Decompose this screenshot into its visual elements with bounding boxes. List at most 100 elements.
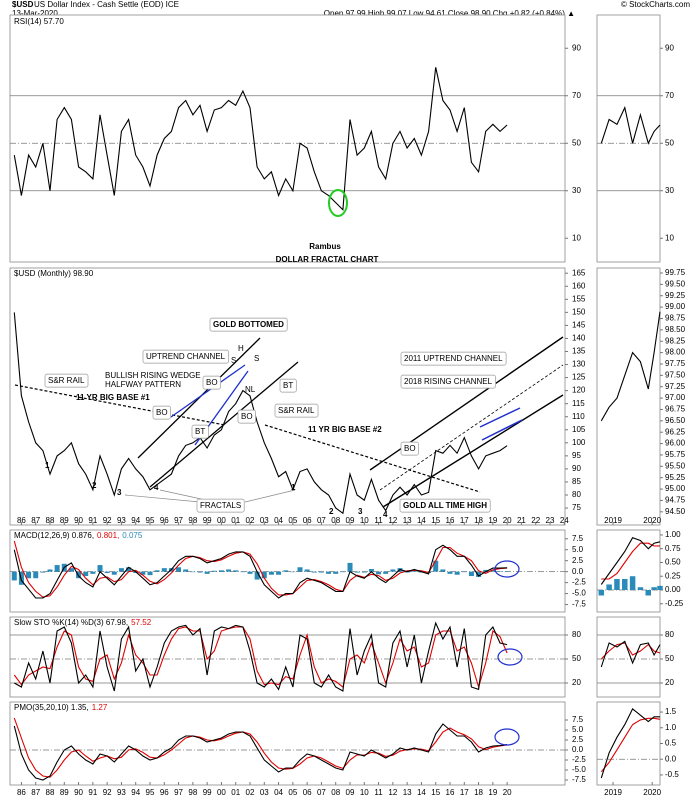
series-line <box>600 640 661 668</box>
x-tick-label: 92 <box>103 516 112 525</box>
histogram-bar <box>183 569 189 572</box>
panel-frame <box>9 701 566 786</box>
x-tick-label: 96 <box>160 788 169 797</box>
trend-line <box>170 364 246 418</box>
y-tick-label: 0.0 <box>572 745 584 754</box>
y-tick-label: 0.0 <box>665 754 677 763</box>
x-tick-label: 90 <box>74 788 83 797</box>
y-tick-label: 140 <box>572 334 586 343</box>
histogram-bar <box>126 567 132 572</box>
histogram-bar <box>54 565 60 572</box>
legend-entry: 1.27 <box>92 703 108 712</box>
histogram-bar <box>354 571 360 573</box>
histogram-bar <box>268 571 274 575</box>
histogram-bar <box>433 560 439 572</box>
legend-entry: 0.801, <box>97 531 119 540</box>
x-tick-label: 04 <box>274 516 283 525</box>
annotation-box <box>399 498 491 513</box>
x-tick-label: 04 <box>274 788 283 797</box>
panel-frame <box>596 701 661 786</box>
histogram-bar <box>490 569 496 572</box>
annotation-box <box>196 498 245 513</box>
x-tick-label: 97 <box>174 788 183 797</box>
annotation: S <box>254 354 259 363</box>
trend-line <box>14 384 226 426</box>
y-tick-label: 130 <box>572 360 586 369</box>
x-tick-label: 07 <box>317 788 326 797</box>
x-tick-label: 88 <box>46 516 55 525</box>
histogram-bar <box>140 571 146 575</box>
annotation: 1 <box>45 461 50 470</box>
y-tick-label: 97.00 <box>665 393 686 402</box>
panel-frame <box>596 14 661 263</box>
x-tick-label: 89 <box>60 788 69 797</box>
y-tick-label: -2.5 <box>572 578 586 587</box>
series-line <box>13 312 508 515</box>
panel-frame <box>596 267 661 526</box>
y-tick-label: 135 <box>572 347 586 356</box>
annotation: 3 <box>358 507 363 516</box>
histogram-bar <box>383 571 389 574</box>
x-tick-label: 13 <box>403 788 412 797</box>
histogram-bar <box>311 571 317 573</box>
y-tick-label: 150 <box>572 307 586 316</box>
y-tick-label: 30 <box>665 186 674 195</box>
histogram-bar <box>197 571 203 573</box>
quote: Open 97.99 High 99.07 Low 94.61 Close 98… <box>324 9 575 18</box>
annotation: BULLISH RISING WEDGE <box>105 371 201 380</box>
histogram-bar <box>598 589 605 596</box>
histogram-bar <box>47 569 53 572</box>
x-tick-label: 00 <box>217 788 226 797</box>
x-tick-label: 93 <box>117 516 126 525</box>
x-tick-label: 87 <box>31 788 40 797</box>
x-tick-label: 96 <box>160 516 169 525</box>
symbol: $USD <box>12 0 34 9</box>
histogram-bar <box>90 571 96 574</box>
y-tick-label: 50 <box>572 654 581 663</box>
x-tick-label: 13 <box>403 516 412 525</box>
histogram-bar <box>240 571 246 573</box>
y-tick-label: -0.25 <box>665 599 684 608</box>
histogram-bar <box>33 571 39 579</box>
x-tick-label: 05 <box>288 516 297 525</box>
series-line <box>600 311 661 422</box>
y-tick-label: 96.50 <box>665 416 686 425</box>
x-tick-label: 86 <box>17 516 26 525</box>
panel-frame <box>9 14 566 263</box>
x-tick-label: 18 <box>474 788 483 797</box>
histogram-bar <box>190 571 196 573</box>
x-tick-label: 23 <box>546 516 555 525</box>
y-tick-label: 98.50 <box>665 325 686 334</box>
y-tick-label: 30 <box>572 186 581 195</box>
histogram-bar <box>211 570 217 572</box>
series-line <box>14 621 508 692</box>
annotation: 11 YR BIG BASE #2 <box>308 425 382 434</box>
annotation: BO <box>206 378 218 387</box>
highlight-ellipse <box>494 560 520 578</box>
panel-legend: MACD(12,26,9) 0.876, 0.801, 0.075 <box>14 531 143 540</box>
histogram-bar <box>226 569 232 572</box>
annotation: GOLD BOTTOMED <box>213 320 284 329</box>
panel-legend: Slow STO %K(14) %D(3) 67.98, 57.52 <box>14 618 152 627</box>
histogram-bar <box>411 570 417 572</box>
x-tick-label: 12 <box>388 516 397 525</box>
y-tick-label: 2.5 <box>572 735 584 744</box>
x-tick-label: 19 <box>488 788 497 797</box>
annotation: S&R RAIL <box>48 376 85 385</box>
annotation-box <box>400 351 507 366</box>
y-tick-label: 0.75 <box>665 544 681 553</box>
x-tick-label: 15 <box>431 516 440 525</box>
annotation-box <box>209 317 288 332</box>
annotation: 4 <box>154 483 159 492</box>
y-tick-label: 94.75 <box>665 496 686 505</box>
y-tick-label: 100 <box>572 438 586 447</box>
x-tick-label: 95 <box>146 788 155 797</box>
legend-entry: PMO(35,20,10) 1.35, <box>14 703 89 712</box>
y-tick-label: 1.0 <box>665 723 677 732</box>
histogram-bar <box>629 576 636 590</box>
histogram-bar <box>326 571 332 574</box>
annotation: UPTREND CHANNEL <box>146 352 226 361</box>
x-tick-label: 16 <box>446 788 455 797</box>
y-tick-label: 96.75 <box>665 405 686 414</box>
